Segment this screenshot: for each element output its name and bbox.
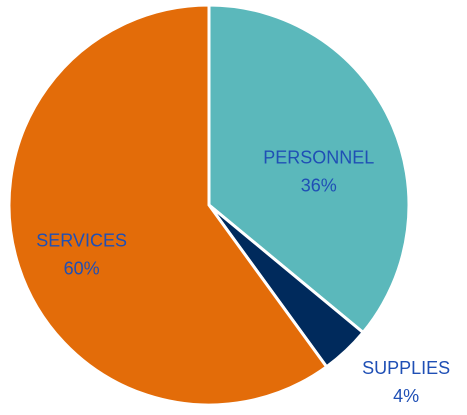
value-label: 4% xyxy=(393,386,419,406)
pie-slice xyxy=(7,3,329,407)
value-label: 36% xyxy=(301,176,337,196)
slice-label: SUPPLIES xyxy=(362,358,450,378)
slice-label: PERSONNEL xyxy=(263,148,374,168)
value-label: 60% xyxy=(64,258,100,278)
slice-label: SERVICES xyxy=(36,230,127,250)
pie-slice xyxy=(207,3,411,335)
